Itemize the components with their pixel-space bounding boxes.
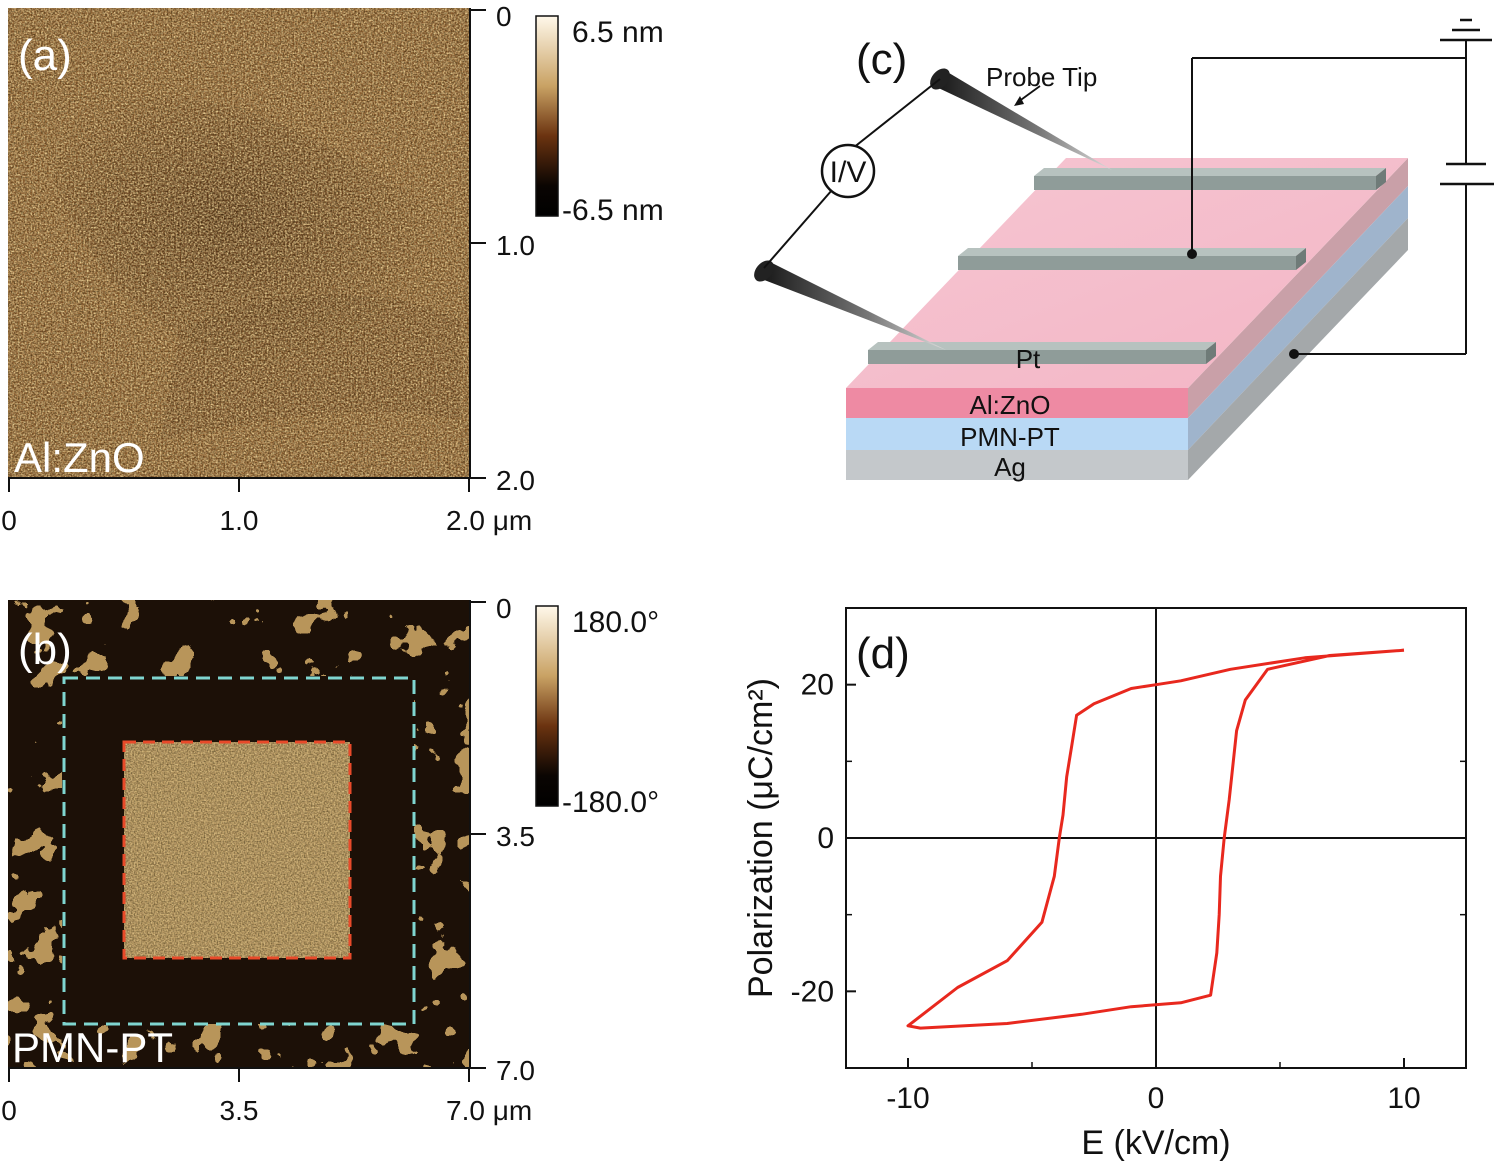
chart-y-tick-label: 20 [801,669,834,702]
ag-layer [846,450,1188,480]
panel-b-x-tick: 7.0 μm [446,1095,532,1126]
azo-layer [846,388,1188,418]
red-dashed-box [122,740,352,960]
panel-a-y-tick: 2.0 [496,465,535,496]
chart-x-tick-label: 0 [1148,1082,1165,1115]
panel-a-x-tick: 0 [1,505,17,536]
panel-a-label: (a) [18,31,72,80]
cyan-dashed-box [62,676,416,1026]
ag-label: Ag [994,452,1026,482]
panel-a-colorbar [535,15,559,217]
probe-tip-arrow [1017,85,1041,103]
panel-b: (b) PMN-PT 0 3.5 7.0 0 3.5 7.0 μm 180.0°… [1,593,659,1126]
panel-b-y-tick: 3.5 [496,821,535,852]
panel-a-x-tick: 1.0 [220,505,259,536]
panel-b-colorbar [535,605,559,807]
pt-label: Pt [1016,344,1041,374]
pmnpt-label: PMN-PT [960,422,1060,452]
panel-c: (c) Pt Al:ZnO PMN-PT Ag [754,18,1494,482]
probe-tip-lower [754,262,946,350]
panel-a-y-tick: 0 [496,1,512,32]
pt-electrode [868,342,1216,364]
iv-meter [820,143,876,199]
chart-x-tick-label: 10 [1387,1082,1420,1115]
chart-y-axis-label: Polarization (μC/cm²) [742,678,780,998]
chart-y-tick-label: -20 [791,975,834,1008]
pmnpt-layer [846,418,1188,450]
pt-electrode [1034,168,1386,190]
chart-y-tick-label: 0 [817,822,834,855]
panel-d-chart: (d) E (kV/cm) Polarization (μC/cm²) -10 0… [742,607,1467,1162]
voltage-source [1187,18,1494,359]
chart-x-tick-label: -10 [886,1082,929,1115]
panel-a-colorbar-max: 6.5 nm [572,16,664,49]
panel-b-y-tick: 7.0 [496,1055,535,1086]
azo-label: Al:ZnO [970,390,1051,420]
panel-b-colorbar-max: 180.0° [572,606,659,639]
panel-a-y-tick: 1.0 [496,230,535,261]
panel-a: (a) Al:ZnO 0 1.0 2.0 0 1.0 2.0 μm 6.5 nm… [1,1,664,536]
probe-tip-label: Probe Tip [986,62,1097,92]
chart-series-line-hysteresis-loop [906,648,1405,1030]
panel-a-x-tick: 2.0 μm [446,505,532,536]
iv-meter-label: I/V [830,156,867,189]
panel-b-colorbar-min: -180.0° [562,786,659,819]
chart-x-axis-label: E (kV/cm) [1081,1124,1230,1162]
azo-top-surface [846,158,1408,388]
panel-b-y-tick: 0 [496,593,512,624]
panel-a-material-label: Al:ZnO [14,434,145,481]
panel-c-label: (c) [856,35,907,84]
pt-electrode [958,248,1306,270]
panel-b-label: (b) [18,625,72,674]
panel-a-colorbar-min: -6.5 nm [562,194,664,227]
chart-panel-label: (d) [856,629,910,678]
panel-b-material-label: PMN-PT [12,1024,173,1071]
panel-b-x-tick: 0 [1,1095,17,1126]
panel-b-x-tick: 3.5 [220,1095,259,1126]
probe-tip-upper [930,70,1112,170]
